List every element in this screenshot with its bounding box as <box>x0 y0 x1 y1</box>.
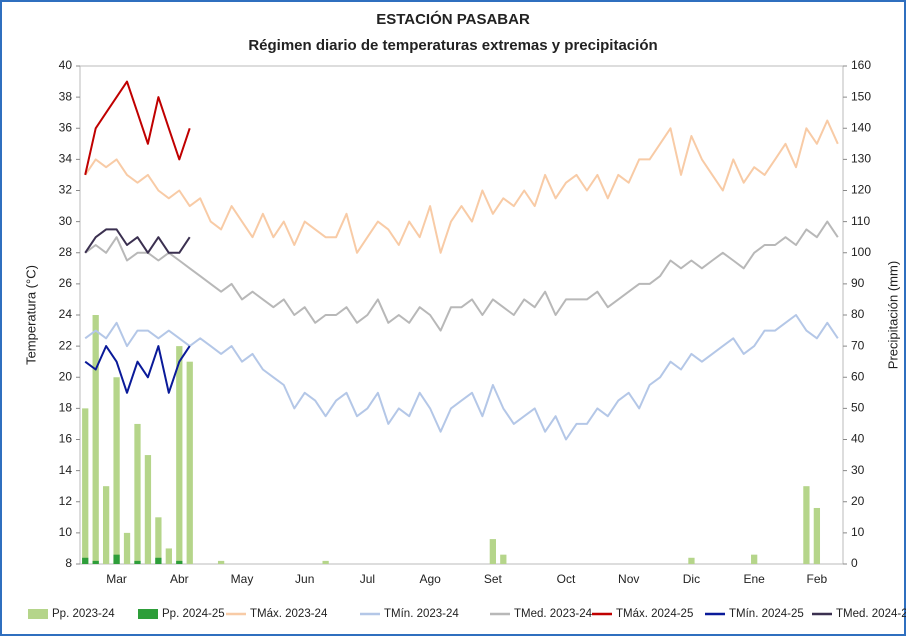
legend-label: Pp. 2024-25 <box>162 608 225 620</box>
chart-subtitle: Régimen diario de temperaturas extremas … <box>248 37 657 54</box>
y2-tick-label: 30 <box>851 463 865 477</box>
bar <box>322 560 329 564</box>
y-tick-label: 14 <box>59 463 73 477</box>
bar <box>113 377 120 564</box>
y-tick-label: 30 <box>59 214 73 228</box>
y2-tick-label: 70 <box>851 338 865 352</box>
bar <box>134 423 141 564</box>
line <box>84 220 839 332</box>
bar <box>155 557 162 564</box>
x-tick-label: Oct <box>557 572 576 586</box>
bar <box>113 554 120 564</box>
x-tick-label: Feb <box>807 572 828 586</box>
bar <box>123 532 131 564</box>
x-tick-label: Nov <box>618 572 639 586</box>
y2-axis-label: Precipitación (mm) <box>885 261 900 369</box>
y2-tick-label: 110 <box>851 214 870 228</box>
bar <box>92 560 99 564</box>
x-tick-label: Dic <box>683 572 700 586</box>
bar <box>186 361 193 564</box>
line <box>84 314 839 441</box>
line <box>84 80 191 176</box>
y2-tick-label: 160 <box>851 58 871 72</box>
bar <box>813 507 821 564</box>
bar <box>102 486 110 564</box>
y-tick-label: 22 <box>59 338 73 352</box>
x-tick-label: Ene <box>743 572 765 586</box>
y2-tick-label: 90 <box>851 276 865 290</box>
y-axis-label: Temperatura (°C) <box>23 265 38 365</box>
y-tick-label: 12 <box>59 494 73 508</box>
bar <box>751 554 758 564</box>
y-tick-label: 20 <box>59 369 73 383</box>
y2-tick-label: 130 <box>851 152 871 166</box>
y-tick-label: 8 <box>65 556 72 570</box>
y-tick-label: 38 <box>59 89 73 103</box>
x-tick-label: Jul <box>360 572 375 586</box>
y-tick-label: 18 <box>59 401 73 415</box>
legend-label: TMáx. 2023-24 <box>250 608 328 620</box>
y2-tick-label: 60 <box>851 369 865 383</box>
line <box>84 119 839 254</box>
bar <box>134 560 141 564</box>
x-tick-label: Mar <box>106 572 127 586</box>
bar <box>92 315 99 564</box>
y-tick-label: 26 <box>59 276 73 290</box>
y-tick-label: 28 <box>59 245 73 259</box>
legend-label: Pp. 2023-24 <box>52 608 115 620</box>
y-tick-label: 34 <box>59 152 73 166</box>
x-tick-label: Jun <box>295 572 314 586</box>
bar <box>688 557 695 564</box>
legend-swatch <box>138 609 158 619</box>
legend-label: TMín. 2024-25 <box>729 608 804 620</box>
legend-label: TMáx. 2024-25 <box>616 608 693 620</box>
y-tick-label: 10 <box>59 525 73 539</box>
y2-tick-label: 150 <box>851 89 871 103</box>
y-tick-label: 40 <box>59 58 73 72</box>
chart-title: ESTACIÓN PASABAR <box>376 10 530 28</box>
line <box>84 228 191 254</box>
y-tick-label: 32 <box>59 183 73 197</box>
y-tick-label: 36 <box>59 120 73 134</box>
bar <box>489 539 496 564</box>
y-tick-label: 16 <box>59 432 73 446</box>
legend-swatch <box>28 609 48 619</box>
y2-tick-label: 80 <box>851 307 865 321</box>
bar <box>155 517 162 564</box>
bar <box>500 554 507 564</box>
y2-tick-label: 50 <box>851 401 865 415</box>
legend-label: TMed. 2023-24 <box>514 608 593 620</box>
bar <box>82 408 89 564</box>
bar <box>82 557 89 564</box>
y2-tick-label: 100 <box>851 245 871 259</box>
y2-tick-label: 10 <box>851 525 865 539</box>
x-tick-label: Ago <box>419 572 441 586</box>
x-tick-label: May <box>231 572 254 586</box>
legend-label: TMed. 2024-25 <box>836 608 906 620</box>
y2-tick-label: 120 <box>851 183 871 197</box>
y-tick-label: 24 <box>59 307 73 321</box>
line <box>84 345 191 394</box>
bar <box>176 346 183 564</box>
legend-label: TMín. 2023-24 <box>384 608 459 620</box>
bar <box>165 548 172 564</box>
bar <box>217 560 225 564</box>
bar <box>803 486 810 564</box>
bar <box>144 455 152 564</box>
y2-tick-label: 140 <box>851 120 871 134</box>
y2-tick-label: 40 <box>851 432 865 446</box>
x-tick-label: Abr <box>170 572 189 586</box>
y2-tick-label: 20 <box>851 494 865 508</box>
bar <box>176 560 183 564</box>
x-tick-label: Set <box>484 572 503 586</box>
y2-tick-label: 0 <box>851 556 858 570</box>
